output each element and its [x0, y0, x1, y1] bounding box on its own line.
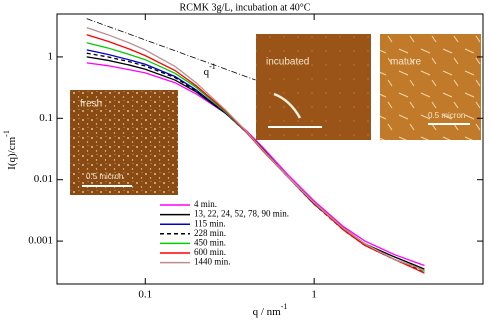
reference-label-sup: -1: [209, 62, 216, 71]
legend-label: 1440 min.: [194, 257, 231, 267]
fibril: [273, 92, 302, 119]
legend-label: 4 min.: [194, 199, 217, 209]
y-tick-label: 0.1: [39, 112, 53, 124]
y-axis-label-text: I(q)/cm: [6, 136, 18, 169]
series-line: [86, 27, 425, 272]
y-tick-label: 0.001: [28, 235, 53, 247]
legend-label: 450 min.: [194, 237, 226, 247]
inset-label: mature: [390, 57, 422, 68]
reference-label: q-1: [204, 62, 216, 78]
inset-image: [70, 90, 178, 195]
legend-label: 115 min.: [194, 218, 226, 228]
inset-label: fresh: [80, 99, 102, 110]
x-axis-label-sup: -1: [281, 302, 288, 311]
reference-line: [86, 18, 256, 81]
x-tick-label: 0.1: [138, 289, 152, 301]
inset-scale: 0.5 micron: [86, 172, 123, 181]
y-axis-label-sup: -1: [2, 130, 11, 137]
x-tick-label: 1: [311, 289, 317, 301]
legend-label: 600 min.: [194, 247, 226, 257]
x-axis-label-text: q / nm: [253, 306, 282, 318]
legend-label: 13, 22, 24, 52, 78, 90 min.: [194, 209, 289, 219]
y-tick-label: 0.01: [34, 173, 53, 185]
insets: fresh 0.5 micron incubated mature 0.5 mi…: [70, 34, 481, 195]
inset-scale: 0.5 micron: [428, 111, 465, 120]
plot-frame: [56, 13, 484, 285]
y-tick-label: 1: [48, 50, 54, 62]
x-axis-label: q / nm-1: [253, 302, 288, 318]
y-axis-label: I(q)/cm-1: [2, 130, 18, 170]
inset-label: incubated: [266, 57, 309, 68]
legend-label: 228 min.: [194, 228, 226, 238]
series-line: [86, 62, 425, 267]
reference-label-text: q: [204, 66, 210, 78]
inset-image: [256, 34, 371, 140]
inset-image: [380, 34, 481, 140]
series-line: [86, 52, 425, 274]
chart-title: RCMK 3g/L, incubation at 40°C: [180, 2, 311, 13]
